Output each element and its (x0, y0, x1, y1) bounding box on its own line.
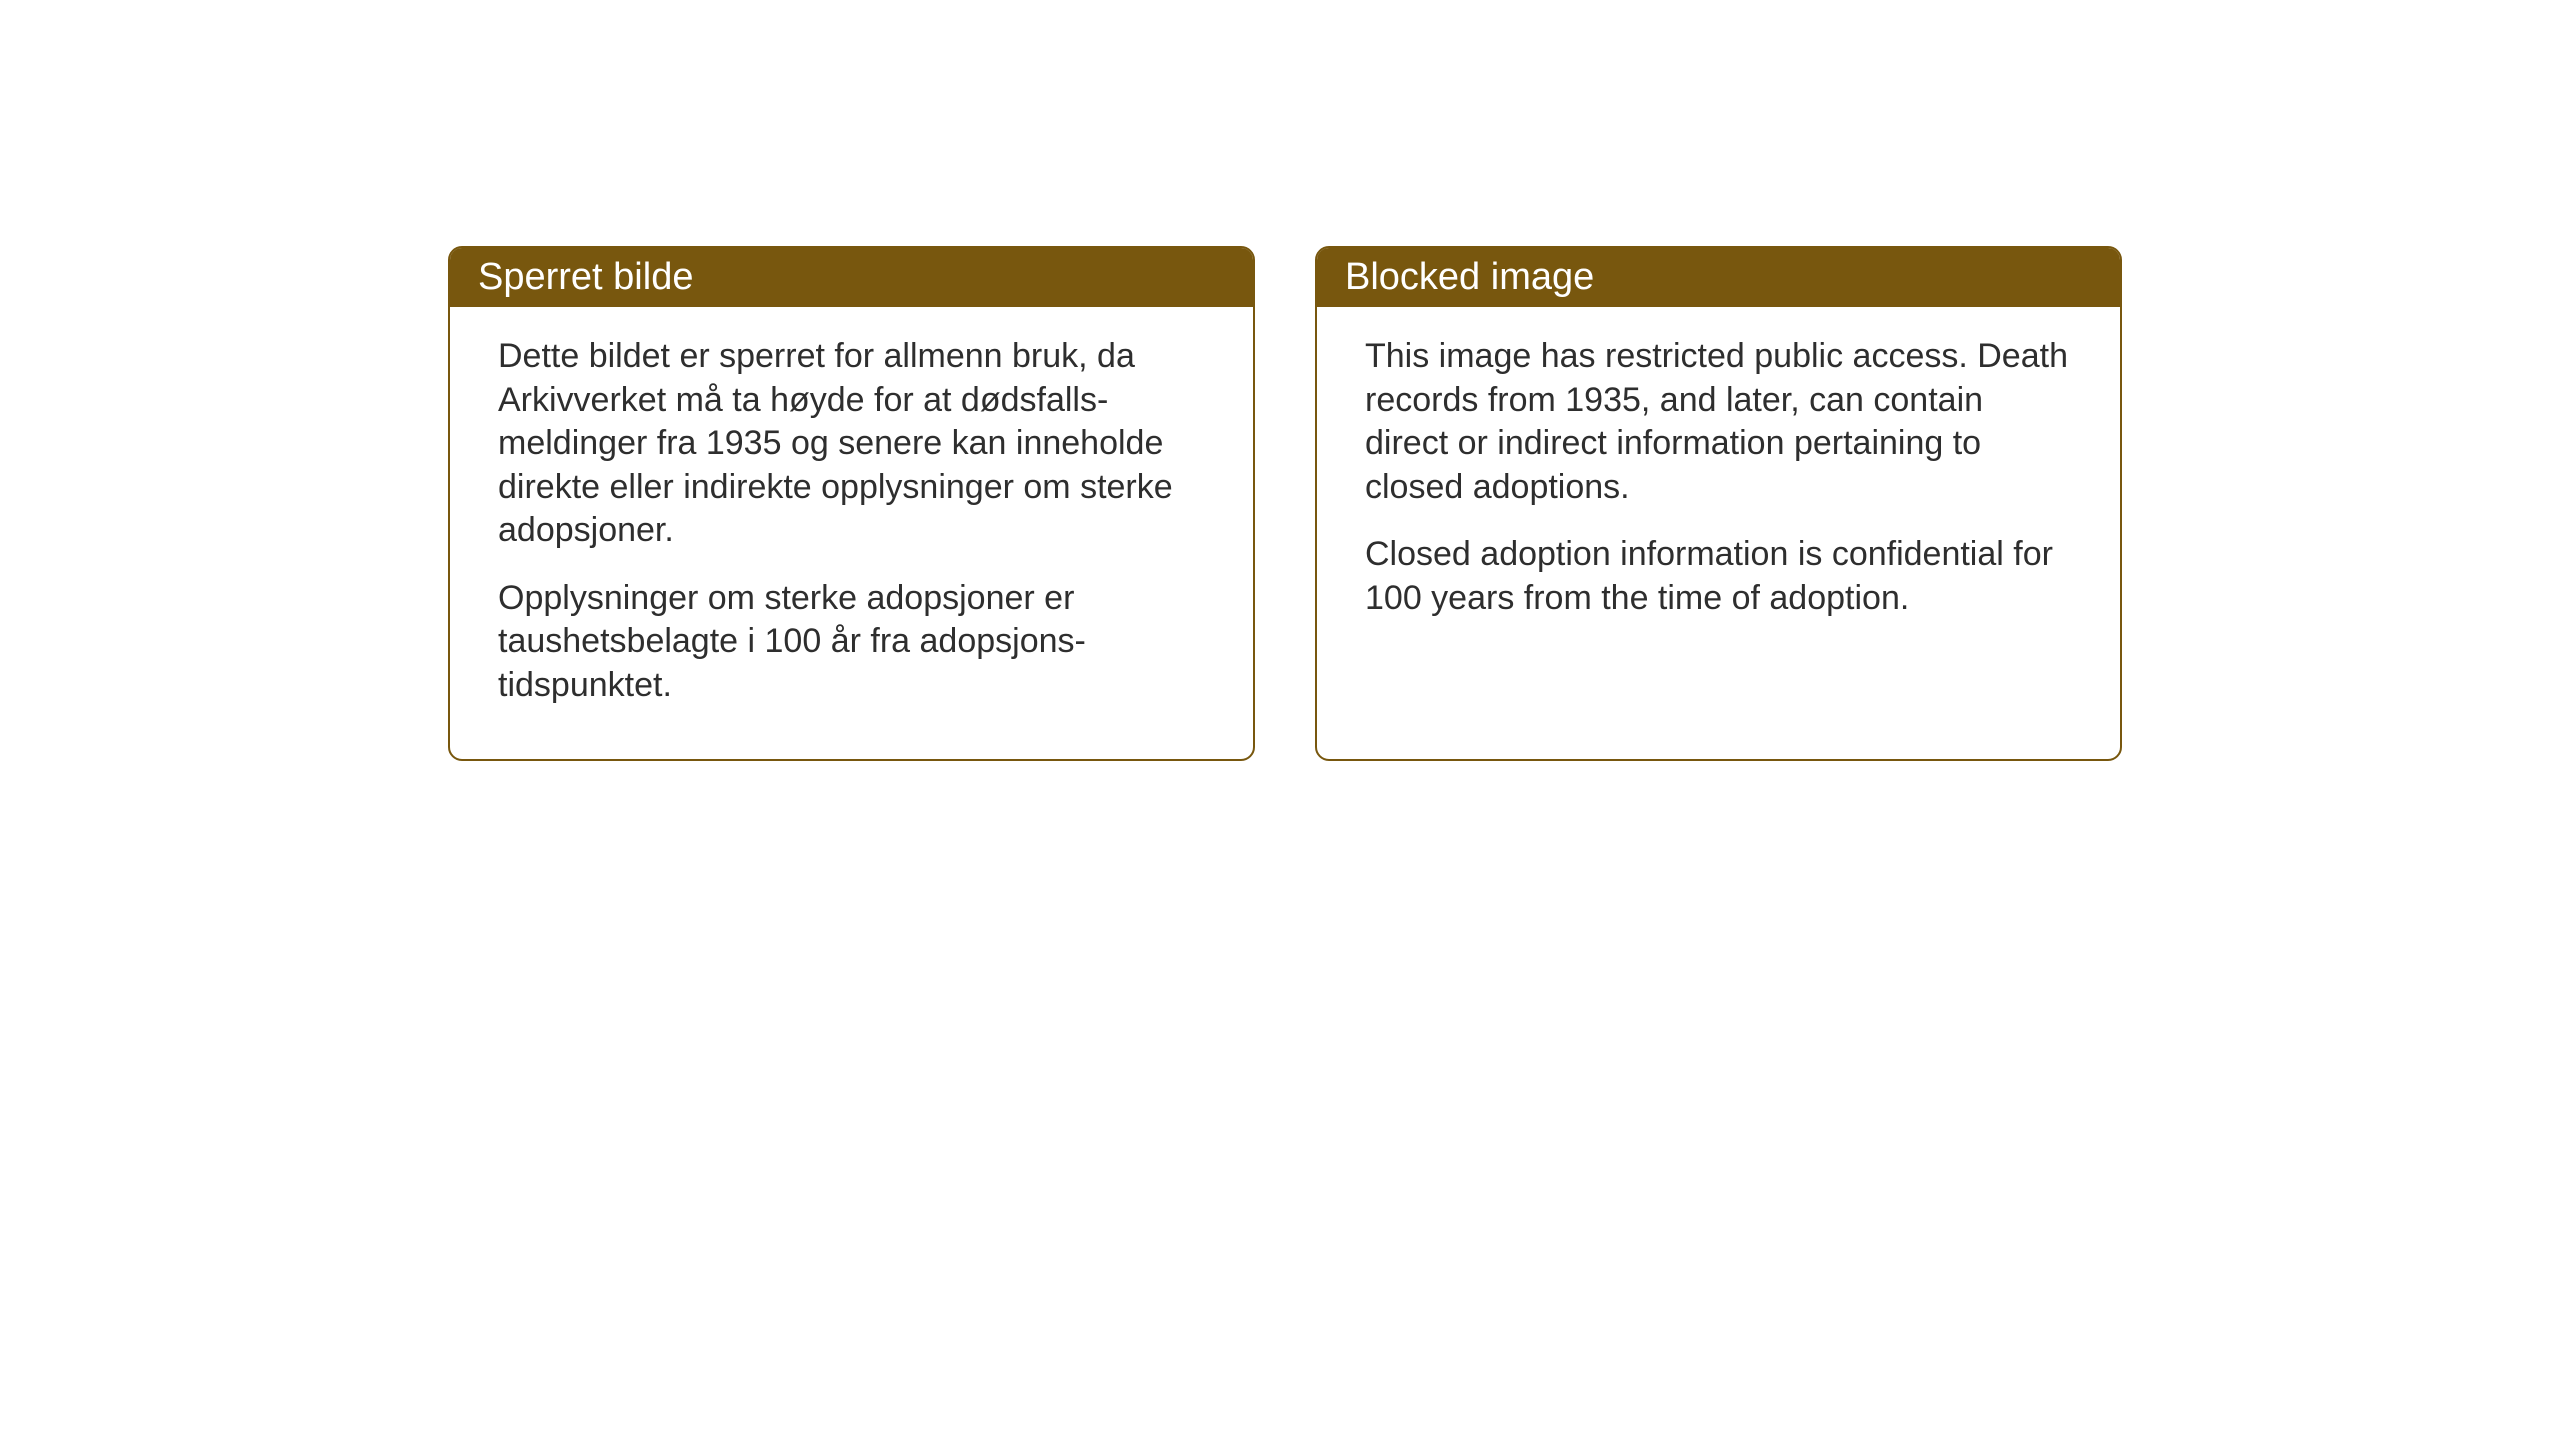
english-paragraph-1: This image has restricted public access.… (1365, 335, 2072, 509)
norwegian-notice-card: Sperret bilde Dette bildet er sperret fo… (448, 246, 1255, 761)
english-card-header: Blocked image (1317, 248, 2120, 307)
norwegian-paragraph-2: Opplysninger om sterke adopsjoner er tau… (498, 577, 1205, 708)
notice-cards-container: Sperret bilde Dette bildet er sperret fo… (448, 246, 2122, 761)
english-notice-card: Blocked image This image has restricted … (1315, 246, 2122, 761)
english-paragraph-2: Closed adoption information is confident… (1365, 533, 2072, 620)
english-card-title: Blocked image (1345, 256, 1594, 298)
english-card-body: This image has restricted public access.… (1317, 307, 2120, 656)
norwegian-card-header: Sperret bilde (450, 248, 1253, 307)
norwegian-card-body: Dette bildet er sperret for allmenn bruk… (450, 307, 1253, 743)
norwegian-paragraph-1: Dette bildet er sperret for allmenn bruk… (498, 335, 1205, 553)
norwegian-card-title: Sperret bilde (478, 256, 693, 298)
